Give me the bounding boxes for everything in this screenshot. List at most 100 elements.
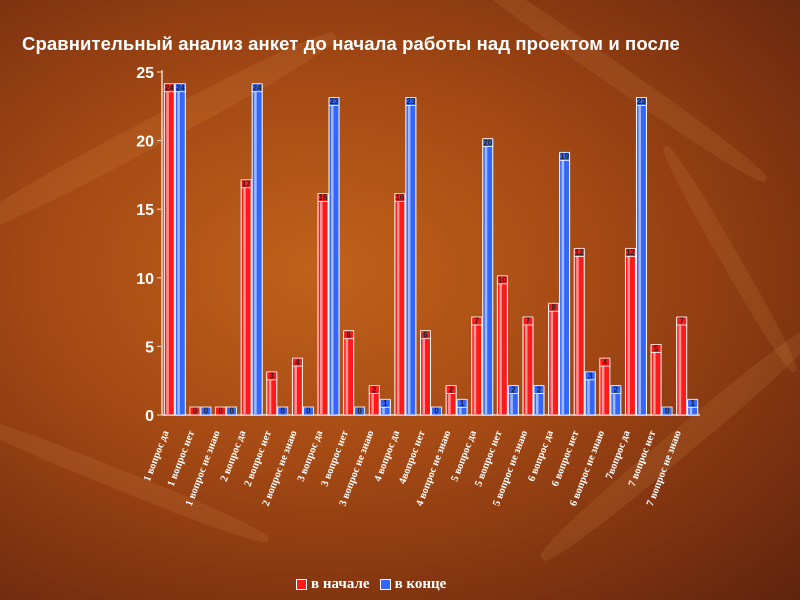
bar-start: 6 xyxy=(420,330,431,416)
legend-item-start: в начале xyxy=(296,576,370,593)
bar-body xyxy=(624,249,636,416)
bar-body xyxy=(522,318,534,416)
bar-end: 1 xyxy=(687,398,699,416)
data-label: 17 xyxy=(242,179,251,188)
data-label: 0 xyxy=(357,407,362,416)
bar-body xyxy=(559,153,571,416)
data-label-box xyxy=(174,83,186,93)
bar-end: 23 xyxy=(405,97,417,416)
legend-label-end: в конце xyxy=(394,576,447,592)
bar-body xyxy=(420,332,431,416)
x-tick-label: 2 вопрос да xyxy=(219,428,249,483)
data-label-box xyxy=(240,179,252,189)
data-label: 6 xyxy=(423,330,428,339)
bar-highlight xyxy=(448,388,451,414)
bar-highlight xyxy=(499,278,502,414)
data-label: 24 xyxy=(253,83,262,92)
data-label-box xyxy=(507,385,519,394)
bar-end: 0 xyxy=(303,406,314,416)
bar-start: 5 xyxy=(650,343,662,416)
bar-body xyxy=(635,98,647,416)
bar-body xyxy=(471,318,483,416)
x-tick-label: 1 вопрос да xyxy=(142,428,172,483)
data-label-box xyxy=(405,97,417,106)
data-label-box xyxy=(226,406,237,416)
bar-start: 4 xyxy=(291,357,303,416)
bar-start: 10 xyxy=(496,275,508,416)
bar-highlight xyxy=(524,319,528,414)
data-label-box xyxy=(522,316,534,326)
bar-end: 0 xyxy=(431,406,442,416)
bar-highlight xyxy=(484,141,488,414)
bar-body xyxy=(599,359,611,416)
data-label-box xyxy=(650,343,662,353)
bar-highlight xyxy=(243,182,246,414)
data-label-box xyxy=(471,316,483,326)
data-label: 0 xyxy=(434,407,439,416)
data-label: 19 xyxy=(560,152,569,161)
bar-body xyxy=(163,85,175,416)
bar-start: 6 xyxy=(343,330,355,416)
data-label-box xyxy=(599,357,611,367)
data-label-box xyxy=(496,275,508,285)
data-label-box xyxy=(292,357,303,367)
data-label: 5 xyxy=(654,344,659,353)
chart-title: Сравнительный анализ анкет до начала раб… xyxy=(22,33,680,54)
data-label: 0 xyxy=(306,407,311,416)
bar-start: 16 xyxy=(317,193,329,416)
bar-highlight xyxy=(535,388,539,414)
bar-start: 24 xyxy=(163,83,175,416)
data-label: 2 xyxy=(449,385,454,394)
data-label: 7 xyxy=(679,317,684,326)
data-label: 2 xyxy=(537,385,542,394)
data-label: 16 xyxy=(319,193,328,202)
data-label: 0 xyxy=(193,407,198,416)
bar-end: 23 xyxy=(635,97,647,416)
data-label-box xyxy=(215,406,226,416)
data-label-box xyxy=(277,406,289,416)
bar-end: 2 xyxy=(533,385,545,416)
bar-highlight xyxy=(653,347,656,414)
data-label: 16 xyxy=(395,193,404,202)
data-label-box xyxy=(610,385,622,394)
legend-label-start: в начале xyxy=(311,576,370,592)
data-label-box xyxy=(266,371,278,381)
bar-highlight xyxy=(473,319,477,414)
data-label-box xyxy=(431,406,442,416)
data-label-box xyxy=(354,406,366,416)
x-tick-label: 5 вопрос да xyxy=(450,428,480,483)
data-label: 2 xyxy=(614,385,619,394)
data-label: 0 xyxy=(665,407,670,416)
bar-end: 19 xyxy=(559,151,571,416)
data-label: 2 xyxy=(511,385,516,394)
bar-highlight xyxy=(550,306,554,414)
data-label-box xyxy=(163,83,175,93)
data-label-box xyxy=(676,316,688,326)
bar-start: 2 xyxy=(445,385,457,416)
data-label-box xyxy=(189,406,201,416)
bar-body xyxy=(405,98,417,416)
bar-end: 0 xyxy=(277,406,289,416)
data-label-box xyxy=(661,406,673,416)
data-label: 24 xyxy=(176,83,185,92)
bar-start: 3 xyxy=(266,371,278,416)
bar-highlight xyxy=(678,319,682,414)
y-tick-label: 25 xyxy=(136,65,154,82)
bar-body xyxy=(291,359,303,416)
bar-body xyxy=(394,194,406,416)
bar-highlight xyxy=(268,374,272,414)
bar-highlight xyxy=(254,86,257,414)
bar-start: 8 xyxy=(548,302,560,416)
data-label: 12 xyxy=(626,248,635,257)
bar-start: 16 xyxy=(394,193,406,416)
data-label-box xyxy=(251,83,263,93)
bar-highlight xyxy=(345,333,349,414)
x-tick-label: 7вопрос да xyxy=(604,428,633,480)
legend: в начале в конце xyxy=(296,576,446,593)
x-tick-label: 6 вопрос да xyxy=(526,428,556,483)
bar-body xyxy=(317,194,329,416)
data-label: 23 xyxy=(406,97,415,106)
bar-start: 0 xyxy=(189,406,201,416)
data-label-box xyxy=(328,97,340,106)
data-label-box xyxy=(303,406,314,416)
